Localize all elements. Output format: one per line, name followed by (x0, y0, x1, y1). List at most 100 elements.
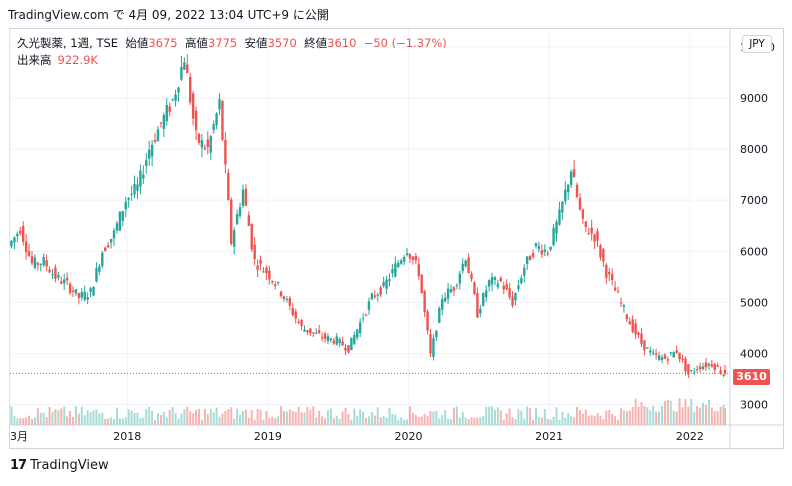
volume-bar (203, 409, 206, 425)
candle-body (80, 292, 83, 298)
candle-body (297, 321, 300, 323)
candle-body (608, 271, 611, 275)
volume-bar (101, 412, 104, 425)
candle-body (265, 267, 268, 274)
candle-body (221, 101, 224, 140)
candle-body (537, 245, 541, 249)
candle-body (194, 110, 198, 130)
volume-bar (499, 410, 502, 425)
volume-bar (643, 406, 646, 425)
candle-body (593, 234, 596, 242)
volume-bar (517, 409, 520, 425)
volume-bar (154, 419, 157, 425)
candle-body (60, 281, 63, 284)
candle-body (197, 133, 201, 143)
volume-bar (151, 410, 154, 425)
volume-bar (262, 419, 265, 425)
candle-body (291, 307, 294, 316)
volume-bar (435, 410, 438, 425)
candle-body (499, 277, 503, 282)
volume-bar (253, 419, 256, 425)
candle-body (24, 241, 28, 253)
open-label: 始値 (125, 36, 149, 50)
volume-bar (247, 417, 250, 425)
candle-body (482, 293, 485, 306)
candle-body (358, 322, 362, 334)
candle-body (713, 363, 716, 370)
volume-bar (479, 417, 482, 425)
volume-bar (622, 410, 625, 425)
candle-body (399, 260, 403, 264)
candle-body (446, 288, 450, 299)
candle-body (490, 277, 494, 285)
volume-bar (280, 406, 283, 425)
volume-bar (63, 406, 66, 425)
candle-body (285, 298, 289, 300)
candle-body (707, 364, 711, 366)
volume-bar (470, 417, 473, 425)
volume-bar (391, 413, 394, 425)
candle-body (376, 294, 379, 296)
candle-body (575, 184, 579, 197)
symbol-label[interactable]: 久光製薬, 1週, TSE (17, 36, 119, 50)
volume-bar (570, 416, 573, 425)
candle-body (303, 329, 306, 332)
volume-bar (672, 410, 675, 425)
candle-body (347, 345, 350, 353)
candle-body (256, 265, 259, 270)
volume-bar (42, 412, 45, 425)
volume-bar (162, 411, 165, 425)
candle-body (232, 230, 236, 247)
candle-body (48, 269, 51, 273)
volume-bar (168, 410, 171, 425)
candle-body (92, 286, 95, 296)
volume-bar (447, 418, 450, 425)
candle-body (203, 147, 207, 149)
volume-bar (324, 418, 327, 425)
volume-bar (335, 415, 338, 425)
volume-bar (584, 409, 587, 425)
volume-bar (411, 412, 414, 425)
candle-body (493, 277, 497, 280)
candle-body (162, 115, 166, 130)
candle-body (666, 359, 670, 361)
volume-bar (127, 409, 130, 425)
volume-bar (502, 419, 505, 425)
volume-bar (221, 413, 224, 425)
candle-body (470, 273, 473, 280)
candle-body (534, 243, 538, 247)
candle-body (420, 274, 423, 293)
volume-bar (625, 411, 628, 425)
volume-bar (619, 408, 622, 425)
candle-body (405, 253, 409, 256)
candle-body (549, 246, 552, 250)
volume-bar (596, 413, 599, 425)
candle-body (30, 256, 34, 264)
candle-body (461, 263, 464, 272)
candle-body (33, 257, 37, 268)
candle-body (63, 279, 66, 284)
volume-bar (83, 415, 86, 425)
volume-bar (702, 402, 705, 425)
volume-bar (655, 411, 658, 425)
volume-bar (414, 414, 417, 425)
volume-bar (452, 407, 455, 425)
volume-bar (660, 405, 663, 425)
candle-body (218, 99, 221, 110)
currency-button[interactable]: JPY (742, 35, 772, 53)
candle-body (115, 223, 119, 231)
volume-bar (450, 419, 453, 425)
candle-body (165, 104, 168, 122)
volume-bar (724, 408, 726, 425)
volume-bar (45, 417, 48, 425)
candle-body (262, 271, 265, 273)
volume-bar (303, 412, 306, 425)
candle-body (605, 264, 608, 278)
tradingview-brand[interactable]: 17 TradingView (10, 458, 109, 473)
volume-bar (239, 415, 242, 425)
volume-bar (30, 419, 33, 425)
volume-bar (104, 418, 107, 425)
y-tick-label: 8000 (740, 143, 768, 156)
volume-bar (271, 416, 274, 425)
